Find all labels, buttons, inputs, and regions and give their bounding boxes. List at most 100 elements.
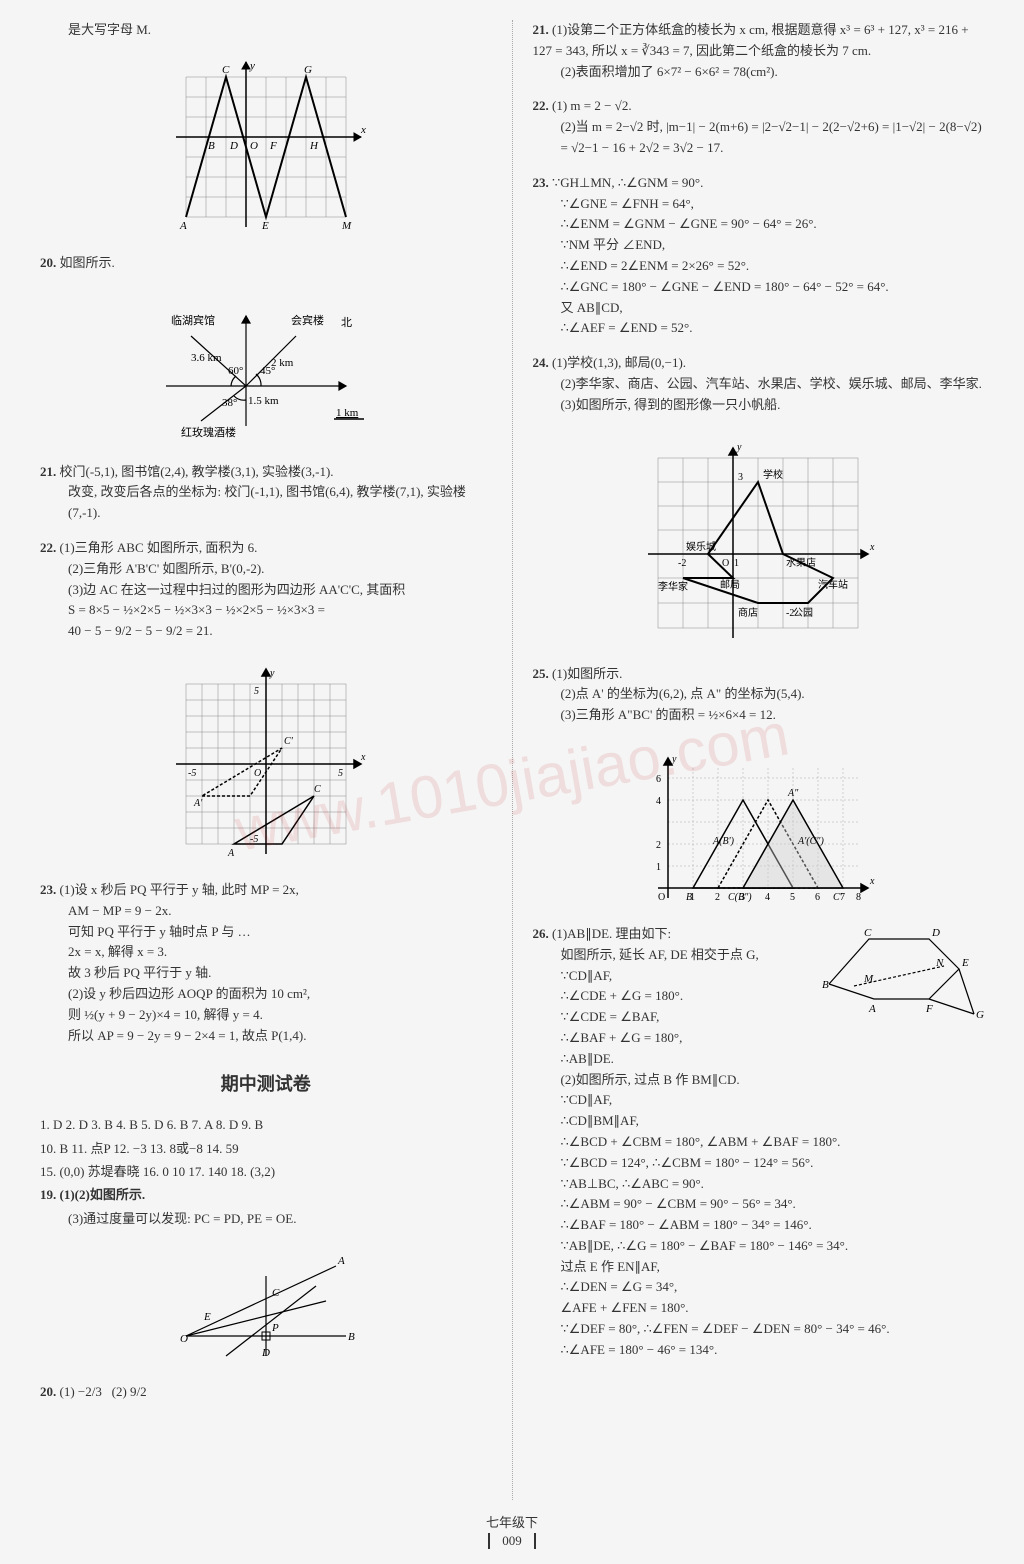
svg-text:x: x xyxy=(360,752,366,763)
svg-text:娱乐城: 娱乐城 xyxy=(686,540,716,553)
svg-text:6: 6 xyxy=(656,774,661,785)
svg-text:45°: 45° xyxy=(260,365,275,377)
figure-22: x y O -5 5 5 -5 A A' C C' xyxy=(40,664,492,864)
svg-text:-5: -5 xyxy=(250,834,258,845)
svg-text:-5: -5 xyxy=(188,768,196,779)
svg-text:A: A xyxy=(337,1255,345,1267)
svg-text:C: C xyxy=(222,64,230,76)
svg-text:公园: 公园 xyxy=(793,607,813,619)
svg-text:临湖宾馆: 临湖宾馆 xyxy=(171,313,215,327)
q21: 21. 校门(-5,1), 图书馆(2,4), 教学楼(3,1), 实验楼(3,… xyxy=(40,462,492,524)
svg-text:北: 北 xyxy=(341,316,352,329)
svg-text:M: M xyxy=(863,973,874,985)
svg-text:A'(C"): A'(C") xyxy=(797,836,824,847)
svg-text:会宾楼: 会宾楼 xyxy=(291,313,324,327)
figure-19: xy AB CD OE FG HM xyxy=(40,57,492,237)
q23: 23. (1)设 x 秒后 PQ 平行于 y 轴, 此时 MP = 2x, AM… xyxy=(40,880,492,1046)
svg-text:C: C xyxy=(272,1287,280,1299)
svg-text:B: B xyxy=(686,892,692,903)
svg-text:x: x xyxy=(360,124,366,136)
svg-text:A: A xyxy=(227,848,235,859)
page: 是大写字母 M. xyxy=(40,20,984,1500)
svg-text:O: O xyxy=(180,1333,188,1345)
svg-text:G: G xyxy=(976,1009,984,1021)
svg-text:红玫瑰酒楼: 红玫瑰酒楼 xyxy=(181,425,236,439)
svg-text:A: A xyxy=(179,220,187,232)
svg-text:5: 5 xyxy=(790,892,795,903)
svg-text:商店: 商店 xyxy=(738,606,758,619)
footer: 七年级下 009 xyxy=(0,1512,1024,1549)
svg-text:F: F xyxy=(269,140,277,152)
svg-text:x: x xyxy=(869,876,875,887)
svg-text:M: M xyxy=(341,220,352,232)
svg-text:5: 5 xyxy=(254,686,259,697)
svg-text:F: F xyxy=(925,1003,933,1015)
svg-text:G: G xyxy=(304,64,312,76)
r-q21: 21. (1)设第二个正方体纸盒的棱长为 x cm, 根据题意得 x³ = 6³… xyxy=(533,20,985,82)
svg-text:60°: 60° xyxy=(228,365,243,377)
q20b: 20. (1) −2/3 (2) 9/2 xyxy=(40,1382,492,1403)
q22: 22. (1)三角形 ABC 如图所示, 面积为 6. (2)三角形 A'B'C… xyxy=(40,538,492,642)
r-q22: 22. (1) m = 2 − √2. (2)当 m = 2−√2 时, |m−… xyxy=(533,96,985,158)
svg-text:B: B xyxy=(822,979,829,991)
answers: 1. D 2. D 3. B 4. B 5. D 6. B 7. A 8. D … xyxy=(40,1113,492,1230)
svg-text:1: 1 xyxy=(734,558,739,569)
svg-text:O: O xyxy=(250,140,258,152)
r-q26: BC DE FA GM N 26. (1)AB∥DE. 理由如下: 如图所示, … xyxy=(533,924,985,1361)
svg-text:E: E xyxy=(261,220,269,232)
svg-text:P: P xyxy=(271,1322,279,1334)
svg-text:-2: -2 xyxy=(678,558,686,569)
svg-text:C': C' xyxy=(284,736,294,747)
figure-20: 临湖宾馆 会宾楼 北 红玫瑰酒楼 3.6 km 2 km 1.5 km 45° … xyxy=(40,296,492,446)
svg-text:O: O xyxy=(658,892,665,903)
svg-text:3.6 km: 3.6 km xyxy=(191,352,222,364)
svg-text:5: 5 xyxy=(338,768,343,779)
left-column: 是大写字母 M. xyxy=(40,20,492,1500)
svg-text:水果店: 水果店 xyxy=(786,556,816,569)
right-column: 21. (1)设第二个正方体纸盒的棱长为 x cm, 根据题意得 x³ = 6³… xyxy=(533,20,985,1500)
figure-25: O 123 456 78 1246 xy B A(B') A'(C") C(B"… xyxy=(533,748,985,908)
svg-text:6: 6 xyxy=(815,892,820,903)
footer-page: 009 xyxy=(488,1533,536,1549)
svg-text:4: 4 xyxy=(765,892,770,903)
svg-text:x: x xyxy=(869,542,875,553)
svg-text:8: 8 xyxy=(856,892,861,903)
svg-text:B: B xyxy=(348,1331,355,1343)
q20: 20. 如图所示. xyxy=(40,253,492,274)
svg-text:O: O xyxy=(722,558,729,569)
svg-text:A: A xyxy=(868,1003,876,1015)
r-q24: 24. (1)学校(1,3), 邮局(0,−1). (2)李华家、商店、公园、汽… xyxy=(533,353,985,415)
svg-text:1 km: 1 km xyxy=(336,407,359,419)
svg-text:2: 2 xyxy=(656,840,661,851)
svg-text:H: H xyxy=(309,140,319,152)
svg-text:A": A" xyxy=(787,788,799,799)
midterm-title: 期中测试卷 xyxy=(40,1070,492,1099)
svg-text:E: E xyxy=(961,957,969,969)
svg-text:4: 4 xyxy=(656,796,661,807)
r-q23: 23. ∵GH⊥MN, ∴∠GNM = 90°. ∵∠GNE = ∠FNH = … xyxy=(533,173,985,339)
svg-text:y: y xyxy=(736,442,742,453)
figure-26: BC DE FA GM N xyxy=(814,924,984,1034)
svg-text:O: O xyxy=(254,768,261,779)
figure-24: xy O -21 学校 娱乐城 水果店 汽车站 邮局 商店 公园 李华家 3-2 xyxy=(533,438,985,648)
svg-text:A': A' xyxy=(193,798,203,809)
svg-text:学校: 学校 xyxy=(763,468,783,481)
q20-text: 如图所示. xyxy=(60,255,115,270)
column-divider xyxy=(512,20,513,1500)
svg-text:C: C xyxy=(314,784,321,795)
svg-text:y: y xyxy=(269,668,275,679)
figure-19b: O B A E C P D xyxy=(40,1246,492,1366)
svg-text:D: D xyxy=(229,140,238,152)
svg-text:N: N xyxy=(935,957,944,969)
svg-text:3: 3 xyxy=(738,472,743,483)
footer-grade: 七年级下 xyxy=(486,1512,538,1531)
svg-text:2: 2 xyxy=(715,892,720,903)
svg-text:E: E xyxy=(203,1311,211,1323)
svg-text:汽车站: 汽车站 xyxy=(818,578,848,591)
svg-text:y: y xyxy=(671,754,677,765)
svg-text:38°: 38° xyxy=(222,397,237,409)
svg-text:C(B"): C(B") xyxy=(728,892,752,903)
svg-text:D: D xyxy=(261,1347,270,1359)
svg-text:1: 1 xyxy=(656,862,661,873)
svg-text:李华家: 李华家 xyxy=(658,580,688,593)
